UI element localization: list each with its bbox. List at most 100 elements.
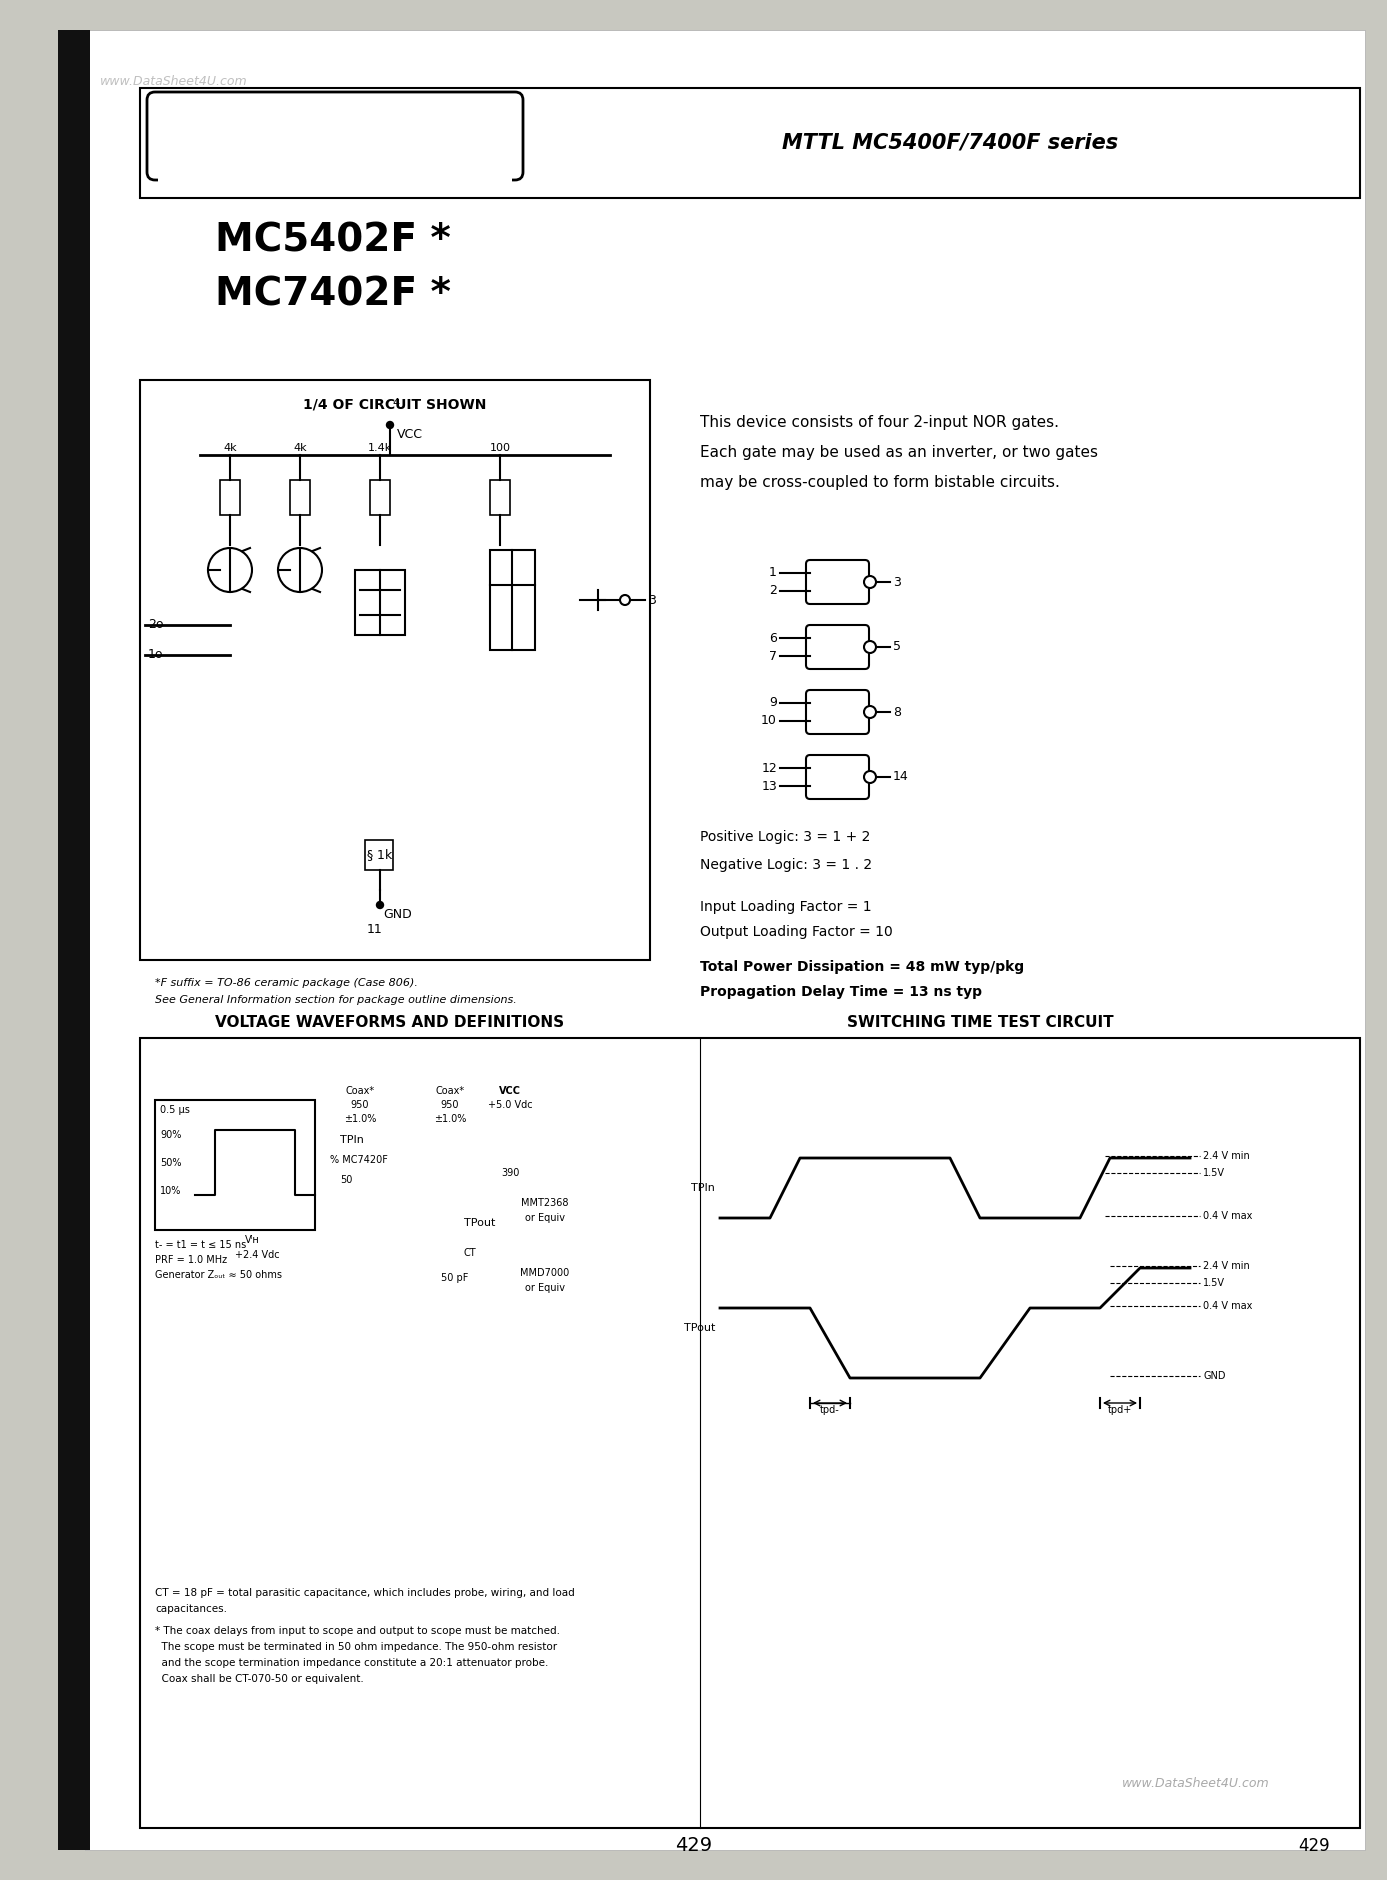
Text: 4k: 4k xyxy=(293,444,307,453)
Text: 12: 12 xyxy=(761,761,777,775)
Text: 390: 390 xyxy=(501,1167,519,1179)
Text: Negative Logic: 3 = 1 . 2: Negative Logic: 3 = 1 . 2 xyxy=(700,857,872,872)
Bar xyxy=(490,551,535,650)
Text: 9: 9 xyxy=(770,696,777,709)
Circle shape xyxy=(277,547,322,592)
Text: 11: 11 xyxy=(368,923,383,936)
FancyBboxPatch shape xyxy=(806,690,870,733)
Text: 1.4k: 1.4k xyxy=(368,444,393,453)
Text: 100: 100 xyxy=(490,444,510,453)
Text: Positive Logic: 3 = 1 + 2: Positive Logic: 3 = 1 + 2 xyxy=(700,829,871,844)
Circle shape xyxy=(864,771,877,782)
Text: 0.5 μs: 0.5 μs xyxy=(160,1105,190,1115)
Text: Each gate may be used as an inverter, or two gates: Each gate may be used as an inverter, or… xyxy=(700,446,1099,461)
Polygon shape xyxy=(580,590,598,609)
Text: Total Power Dissipation = 48 mW typ/pkg: Total Power Dissipation = 48 mW typ/pkg xyxy=(700,961,1024,974)
Text: TPout: TPout xyxy=(465,1218,495,1228)
Text: 14: 14 xyxy=(893,771,908,784)
Text: 2.4 V min: 2.4 V min xyxy=(1203,1151,1250,1162)
Text: 10: 10 xyxy=(761,714,777,728)
Text: 2.4 V min: 2.4 V min xyxy=(1203,1261,1250,1271)
Text: PRF = 1.0 MHz: PRF = 1.0 MHz xyxy=(155,1256,227,1265)
Polygon shape xyxy=(221,669,240,690)
Text: VCC: VCC xyxy=(397,429,423,442)
Bar xyxy=(140,1038,1361,1827)
Text: 50: 50 xyxy=(340,1175,352,1184)
Text: 4k: 4k xyxy=(223,444,237,453)
Text: 950: 950 xyxy=(441,1100,459,1109)
Circle shape xyxy=(376,902,383,908)
Text: 50%: 50% xyxy=(160,1158,182,1167)
Text: This device consists of four 2-input NOR gates.: This device consists of four 2-input NOR… xyxy=(700,415,1060,431)
Text: Propagation Delay Time = 13 ns typ: Propagation Delay Time = 13 ns typ xyxy=(700,985,982,998)
FancyBboxPatch shape xyxy=(806,560,870,603)
Text: tpd-: tpd- xyxy=(820,1404,841,1416)
Text: CT: CT xyxy=(463,1248,476,1258)
Text: 4: 4 xyxy=(393,399,399,408)
Text: www.DataSheet4U.com: www.DataSheet4U.com xyxy=(100,75,248,88)
Circle shape xyxy=(864,707,877,718)
Text: 950: 950 xyxy=(351,1100,369,1109)
Text: 429: 429 xyxy=(675,1837,713,1856)
Text: 50 pF: 50 pF xyxy=(441,1273,469,1282)
Text: 1.5V: 1.5V xyxy=(1203,1278,1225,1288)
Text: 0.4 V max: 0.4 V max xyxy=(1203,1211,1252,1220)
Text: VOLTAGE WAVEFORMS AND DEFINITIONS: VOLTAGE WAVEFORMS AND DEFINITIONS xyxy=(215,1015,565,1030)
Text: 1: 1 xyxy=(770,566,777,579)
Text: The scope must be terminated in 50 ohm impedance. The 950-ohm resistor: The scope must be terminated in 50 ohm i… xyxy=(155,1641,558,1653)
Text: TPIn: TPIn xyxy=(340,1136,363,1145)
Text: See General Information section for package outline dimensions.: See General Information section for pack… xyxy=(155,995,517,1006)
FancyBboxPatch shape xyxy=(806,756,870,799)
Text: Output Loading Factor = 10: Output Loading Factor = 10 xyxy=(700,925,893,938)
FancyBboxPatch shape xyxy=(147,92,523,180)
Bar xyxy=(490,479,510,515)
Text: MMT2368: MMT2368 xyxy=(522,1198,569,1209)
Text: +5.0 Vdc: +5.0 Vdc xyxy=(488,1100,533,1109)
Text: or Equiv: or Equiv xyxy=(526,1282,565,1293)
Text: 13: 13 xyxy=(761,780,777,793)
Text: MMD7000: MMD7000 xyxy=(520,1267,570,1278)
Text: GND: GND xyxy=(1203,1371,1226,1382)
FancyBboxPatch shape xyxy=(806,624,870,669)
Text: 90%: 90% xyxy=(160,1130,182,1139)
Text: 8: 8 xyxy=(893,705,902,718)
Circle shape xyxy=(864,575,877,588)
Circle shape xyxy=(864,641,877,652)
Text: * The coax delays from input to scope and output to scope must be matched.: * The coax delays from input to scope an… xyxy=(155,1626,560,1636)
Polygon shape xyxy=(221,645,240,666)
Text: 10%: 10% xyxy=(160,1186,182,1196)
Text: 1o: 1o xyxy=(148,649,164,662)
Text: QUAD 2-INPUT "NOR" GATE: QUAD 2-INPUT "NOR" GATE xyxy=(219,128,451,143)
Text: 2: 2 xyxy=(770,585,777,598)
Bar xyxy=(370,479,390,515)
Text: Vᴵʜ: Vᴵʜ xyxy=(245,1235,259,1245)
Text: $\S$ 1k: $\S$ 1k xyxy=(366,848,394,863)
Text: 2o: 2o xyxy=(148,619,164,632)
Text: 1/4 OF CIRCUIT SHOWN: 1/4 OF CIRCUIT SHOWN xyxy=(304,399,487,412)
Text: MTTL MC5400F/7400F series: MTTL MC5400F/7400F series xyxy=(782,133,1118,152)
Text: MC5402F *: MC5402F * xyxy=(215,222,451,259)
Text: MC7402F *: MC7402F * xyxy=(215,274,451,312)
Text: Coax*: Coax* xyxy=(345,1087,374,1096)
Text: ±1.0%: ±1.0% xyxy=(344,1115,376,1124)
Text: Coax*: Coax* xyxy=(436,1087,465,1096)
Text: TPout: TPout xyxy=(684,1324,716,1333)
Text: Generator Zₒᵤₜ ≈ 50 ohms: Generator Zₒᵤₜ ≈ 50 ohms xyxy=(155,1271,282,1280)
Bar xyxy=(158,160,512,184)
Text: Coax shall be CT-070-50 or equivalent.: Coax shall be CT-070-50 or equivalent. xyxy=(155,1673,363,1684)
Text: 429: 429 xyxy=(1298,1837,1330,1856)
Bar xyxy=(155,1100,315,1230)
Text: and the scope termination impedance constitute a 20:1 attenuator probe.: and the scope termination impedance cons… xyxy=(155,1658,548,1668)
Bar xyxy=(355,570,405,635)
Text: 6: 6 xyxy=(770,632,777,645)
Text: CT = 18 pF = total parasitic capacitance, which includes probe, wiring, and load: CT = 18 pF = total parasitic capacitance… xyxy=(155,1589,574,1598)
Text: +2.4 Vdc: +2.4 Vdc xyxy=(234,1250,280,1260)
Text: 7: 7 xyxy=(768,649,777,662)
Text: ±1.0%: ±1.0% xyxy=(434,1115,466,1124)
Text: VCC: VCC xyxy=(499,1087,522,1096)
Bar xyxy=(290,479,311,515)
Text: GND: GND xyxy=(383,908,412,921)
Text: TPIn: TPIn xyxy=(691,1183,716,1194)
Text: t- = t1 = t ≤ 15 ns: t- = t1 = t ≤ 15 ns xyxy=(155,1241,247,1250)
Bar xyxy=(221,479,240,515)
